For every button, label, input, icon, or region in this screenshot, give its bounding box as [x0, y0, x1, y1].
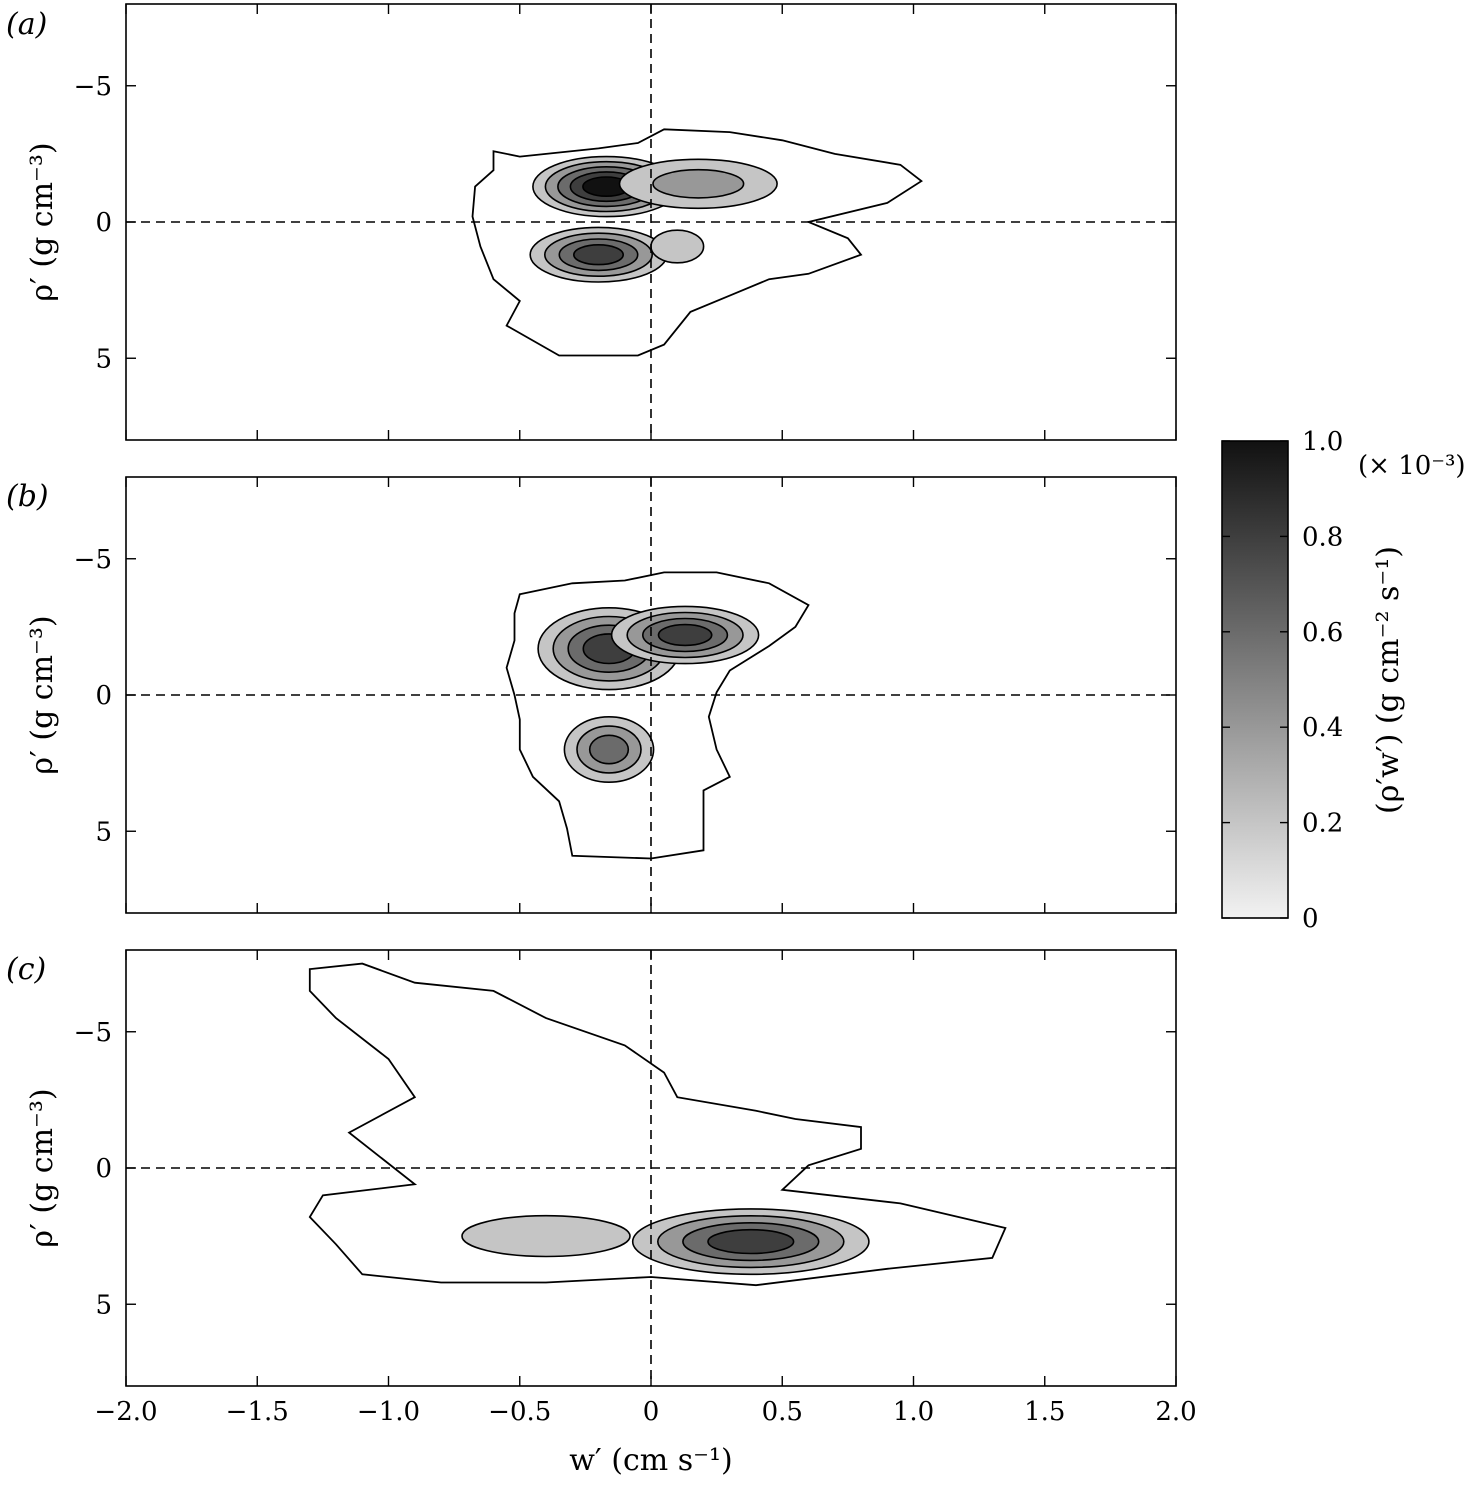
y-tick-label: 5 — [95, 344, 112, 374]
x-tick-label: 1.5 — [1024, 1397, 1065, 1427]
colorbar: (× 10⁻³) (ρ′w′) (g cm⁻² s⁻¹) 0 0.2 0.4 0.6 0… — [1221, 427, 1466, 934]
x-axis-title: w′ (cm s⁻¹) — [569, 1443, 732, 1478]
x-tick-label: −0.5 — [488, 1397, 551, 1427]
contour-level-1-3 — [657, 623, 713, 647]
outer-contour — [505, 571, 810, 860]
y-axis-title-c: ρ′ (g cm⁻³) — [25, 1088, 60, 1247]
panel-label-c: (c) — [6, 952, 46, 987]
y-axis-title-b: ρ′ (g cm⁻³) — [25, 615, 60, 774]
y-axis-title-a: ρ′ (g cm⁻³) — [25, 142, 60, 301]
panel-label-a: (a) — [6, 7, 47, 42]
contour-level-1-0 — [461, 1214, 631, 1258]
x-tick-label: −1.0 — [357, 1397, 420, 1427]
panel-label-b: (b) — [6, 479, 49, 514]
y-tick-label: 0 — [95, 681, 112, 711]
colorbar-multiplier: (× 10⁻³) — [1358, 451, 1466, 481]
y-tick-label: 0 — [95, 208, 112, 238]
x-tick-label: 0 — [643, 1397, 660, 1427]
contour-level-2-2 — [588, 734, 630, 765]
panel-a: (a) ρ′ (g cm⁻³) −5 0 5 — [6, 3, 1177, 441]
colorbar-tick-label: 0.6 — [1302, 618, 1343, 648]
colorbar-tick-label: 0.4 — [1302, 713, 1343, 743]
contour-level-2-3 — [572, 244, 624, 266]
colorbar-label: (ρ′w′) (g cm⁻² s⁻¹) — [1371, 546, 1406, 814]
x-tick-label: 1.0 — [893, 1397, 934, 1427]
colorbar-tick-label: 0.8 — [1302, 522, 1343, 552]
y-tick-label: 0 — [95, 1154, 112, 1184]
y-tick-label: 5 — [95, 1290, 112, 1320]
colorbar-gradient — [1221, 440, 1289, 919]
colorbar-tick-label: 0.2 — [1302, 809, 1343, 839]
x-tick-label: 0.5 — [762, 1397, 803, 1427]
colorbar-tick-label: 1.0 — [1302, 427, 1343, 457]
y-tick-label: −5 — [74, 545, 112, 575]
panel-b: (b) ρ′ (g cm⁻³) −5 0 5 — [6, 476, 1177, 914]
contour-level-0-3 — [707, 1228, 795, 1255]
colorbar-tick-label: 0 — [1302, 904, 1319, 934]
contour-level-3-0 — [650, 229, 705, 264]
y-tick-label: 5 — [95, 817, 112, 847]
x-tick-label: −2.0 — [94, 1397, 157, 1427]
outer-contour — [471, 128, 923, 357]
y-tick-label: −5 — [74, 1018, 112, 1048]
panel-c: (c) ρ′ (g cm⁻³) w′ (cm s⁻¹) −2.0 −1.5 −1.0… — [6, 949, 1197, 1478]
x-tick-label: −1.5 — [226, 1397, 289, 1427]
outer-contour — [308, 962, 1007, 1287]
x-tick-label: 2.0 — [1155, 1397, 1196, 1427]
y-tick-label: −5 — [74, 72, 112, 102]
contour-level-1-1 — [652, 168, 745, 199]
